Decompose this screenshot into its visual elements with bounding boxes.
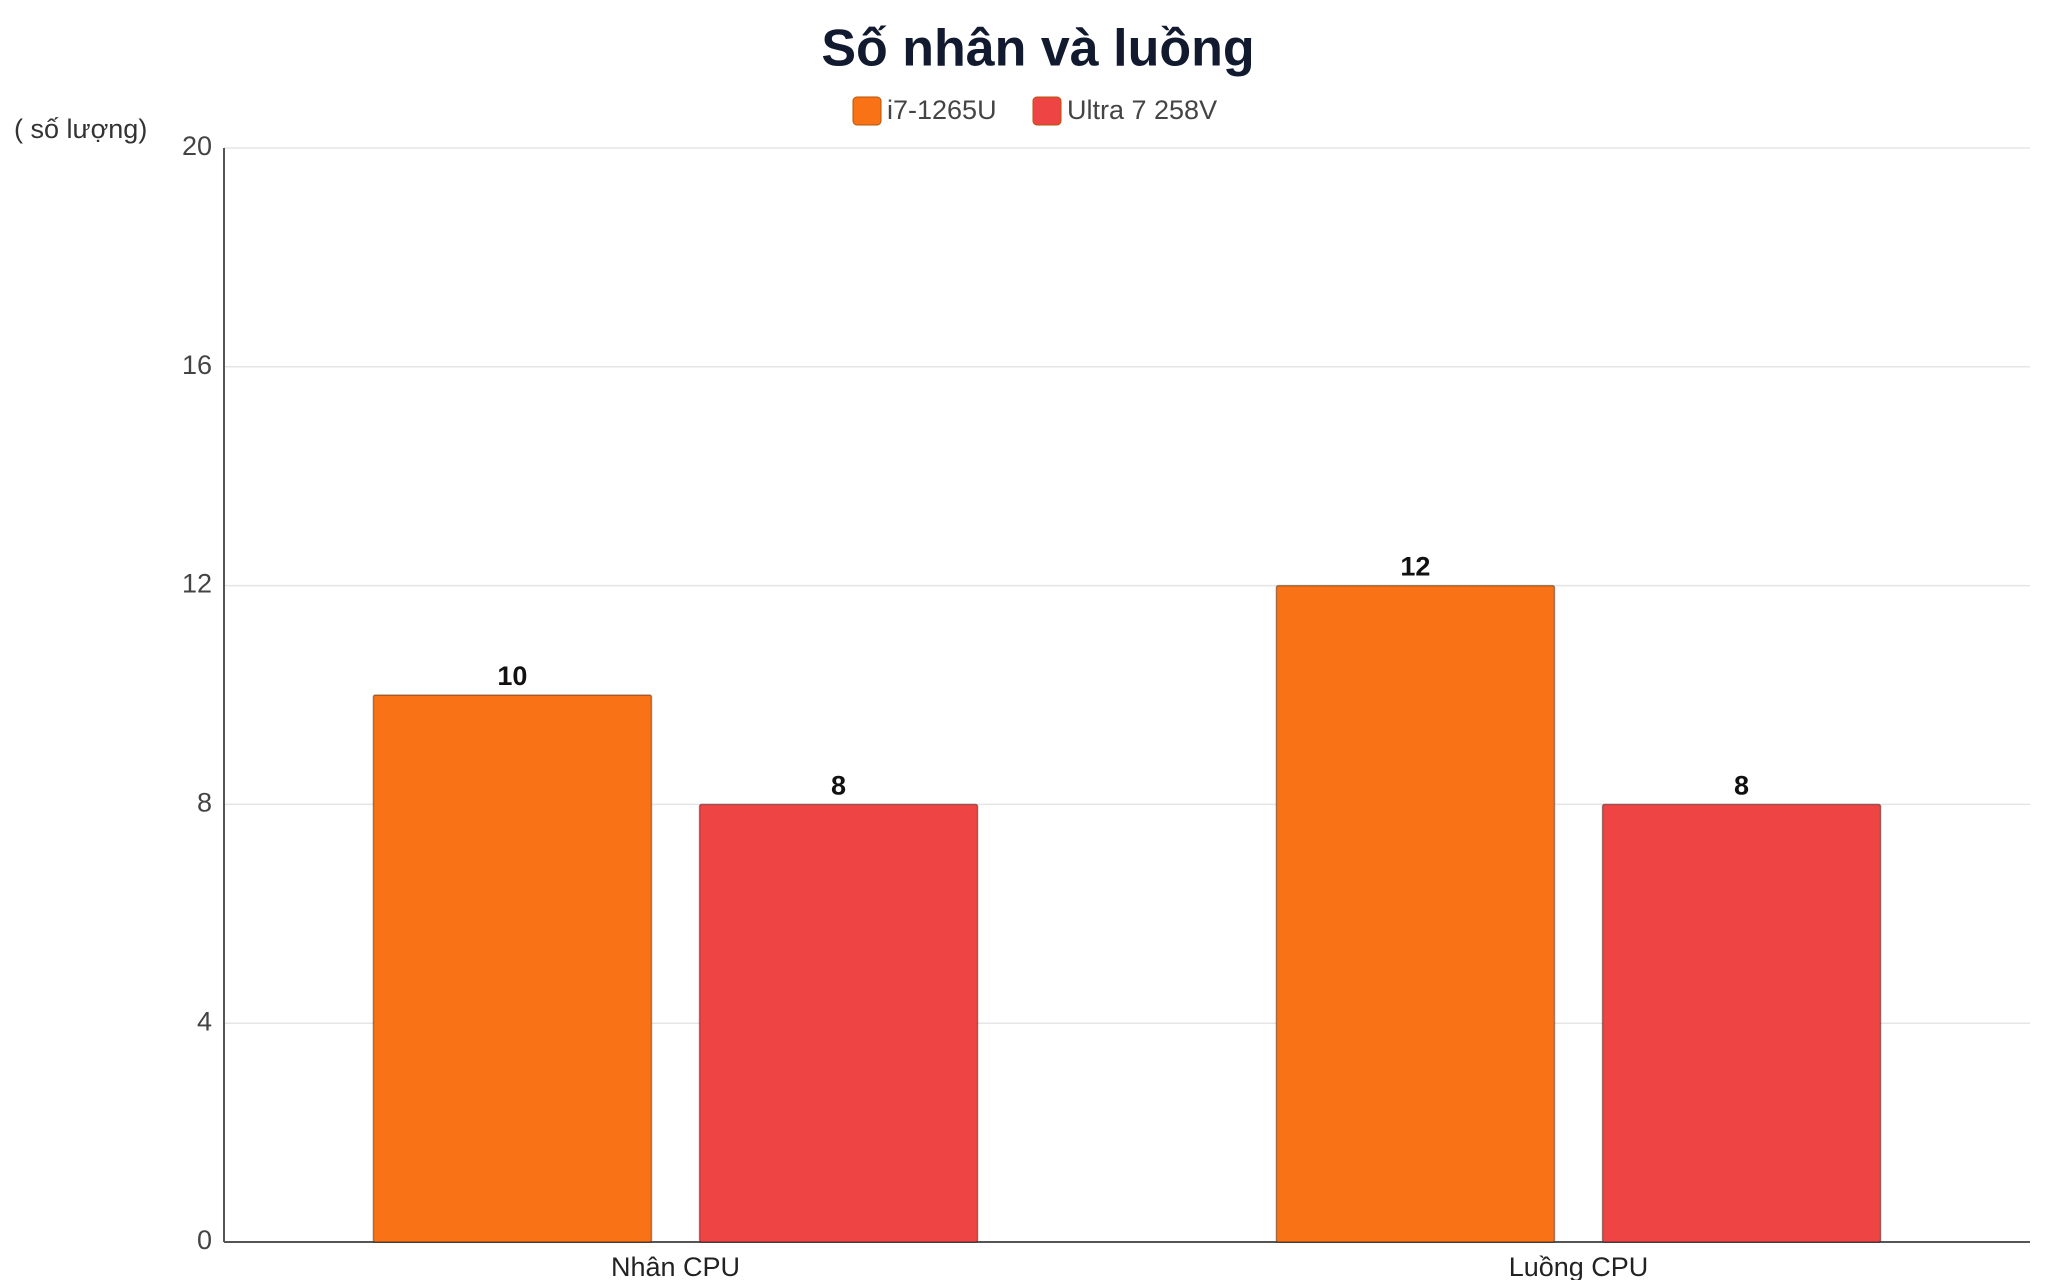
bar [698,803,979,1243]
y-tick-label: 4 [197,1006,212,1036]
y-tick-label: 0 [197,1225,212,1255]
data-label: 12 [1400,552,1430,582]
y-tick-label: 16 [182,350,212,380]
x-tick-label: Luồng CPU [1509,1252,1649,1280]
y-tick-label: 20 [182,131,212,161]
y-axis-label: ( số lượng) [14,114,147,144]
x-tick-label: Nhân CPU [611,1252,740,1280]
legend-label: Ultra 7 258V [1067,95,1217,125]
y-tick-label: 8 [197,788,212,818]
legend-swatch [1032,96,1062,126]
y-tick-label: 12 [182,569,212,599]
bar [1275,584,1556,1243]
bar [1601,803,1882,1243]
legend-swatch [852,96,882,126]
data-label: 8 [831,771,846,801]
data-label: 10 [497,661,527,691]
data-label: 8 [1734,771,1749,801]
bar [372,694,653,1243]
chart-title: Số nhân và luồng [821,20,1254,78]
legend-label: i7-1265U [887,95,997,125]
